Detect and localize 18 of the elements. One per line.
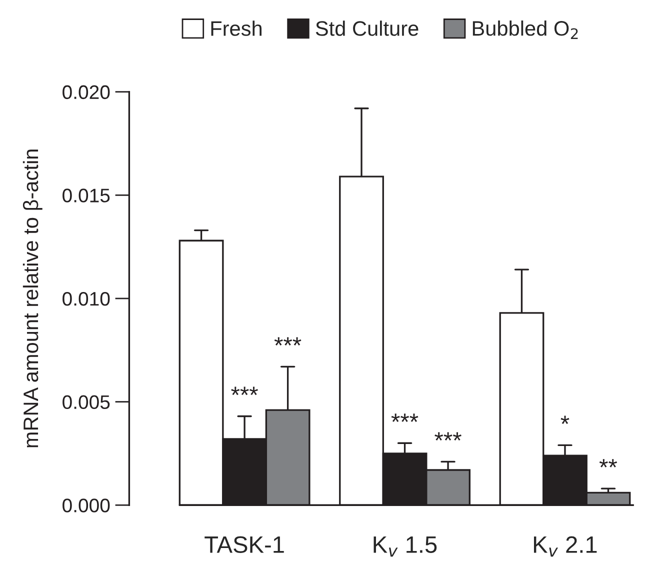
- legend-label: Std Culture: [316, 20, 418, 36]
- y-tick-label: 0.005: [62, 395, 110, 410]
- data-label: ***: [434, 432, 462, 441]
- data-label: **: [599, 459, 618, 468]
- legend-label: Bubbled O$_{2}$: [472, 20, 578, 40]
- x-tick-label: K$_{v}$ 2.1: [534, 536, 597, 557]
- y-axis-title: mRNA amount relative to β-actin: [22, 150, 42, 448]
- data-label: ***: [231, 386, 258, 396]
- data-label: *: [560, 416, 570, 424]
- y-tick-label: 0.020: [62, 85, 110, 100]
- y-tick-label: 0.015: [62, 188, 110, 202]
- legend-label: Fresh: [211, 20, 262, 36]
- y-tick-label: 0.010: [62, 292, 110, 306]
- x-tick-label: K$_{v}$ 1.5: [374, 536, 437, 557]
- data-label: ***: [391, 414, 418, 422]
- y-tick-label: 0.000: [62, 498, 110, 512]
- data-label: ***: [274, 337, 302, 346]
- x-tick-label: TASK-1: [204, 536, 284, 554]
